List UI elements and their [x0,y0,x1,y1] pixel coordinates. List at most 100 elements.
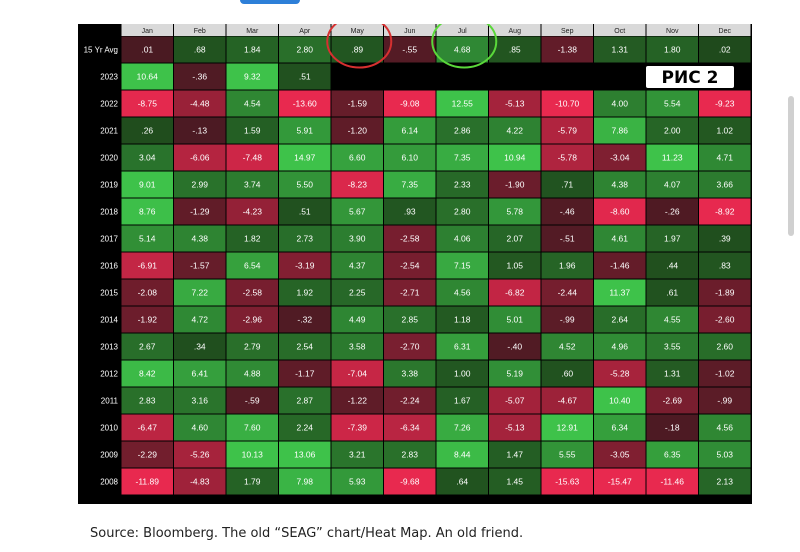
cell-value: 2.60 [716,342,733,352]
heatmap-cell [489,279,541,306]
column-header-feb: Feb [194,28,206,35]
heatmap-cell [226,252,278,279]
cell-value: .61 [666,288,678,298]
cell-value: -8.92 [715,207,735,217]
cell-value: 4.49 [349,315,366,325]
heatmap-cell [279,360,331,387]
heatmap-cell [436,468,488,495]
heatmap-cell [489,117,541,144]
cell-value: 1.59 [244,126,261,136]
heatmap-cell [646,306,698,333]
heatmap-cell [226,36,278,63]
cell-value: -.32 [297,315,312,325]
cell-value: 13.06 [294,450,316,460]
cell-value: -3.19 [295,261,315,271]
heatmap-cell [279,90,331,117]
heatmap-cell [436,279,488,306]
heatmap-cell [174,360,226,387]
heatmap-cell [594,333,646,360]
row-label: 2013 [100,343,118,352]
heatmap-cell [699,117,751,144]
heatmap-cell [594,198,646,225]
column-header-aug: Aug [509,28,522,35]
heatmap-cell [384,198,436,225]
cell-value: 3.55 [664,342,681,352]
heatmap-cell [174,252,226,279]
cell-value: 1.84 [244,45,261,55]
cell-value: .01 [141,45,153,55]
cell-value: -4.23 [243,207,263,217]
heatmap-cell [331,90,383,117]
cell-value: -2.69 [663,396,683,406]
heatmap-cell [436,252,488,279]
cell-value: -1.92 [138,315,158,325]
heatmap-cell [646,198,698,225]
heatmap-cell [489,414,541,441]
heatmap-cell [121,333,173,360]
heatmap-cell [121,468,173,495]
heatmap-cell [174,144,226,171]
cell-value: 2.07 [506,234,523,244]
heatmap-cell [279,333,331,360]
heatmap-cell [384,225,436,252]
cell-value: -3.04 [610,153,630,163]
cell-value: 1.31 [664,369,681,379]
column-header-apr: Apr [299,28,311,35]
heatmap-cell [646,360,698,387]
scrollbar-thumb[interactable] [788,96,794,236]
cell-value: -.99 [560,315,575,325]
cell-value: 4.60 [191,423,208,433]
cell-value: 5.50 [296,180,313,190]
heatmap-cell [489,252,541,279]
column-header-may: May [351,28,365,35]
highlight-circle-jul [431,24,498,69]
heatmap-cell [541,333,593,360]
heatmap-cell [594,441,646,468]
cell-value: 2.83 [139,396,156,406]
cell-value: -5.28 [610,369,630,379]
cell-value: -2.70 [400,342,420,352]
cell-value: -1.59 [348,99,368,109]
cell-value: 14.97 [294,153,316,163]
heatmap-cell [594,63,646,90]
column-header-bg [541,24,593,36]
cell-value: -15.63 [555,477,579,487]
cell-value: -2.58 [400,234,420,244]
cell-value: -5.13 [505,423,525,433]
cell-value: 3.74 [244,180,261,190]
cell-value: 10.64 [137,72,159,82]
heatmap-cell [489,333,541,360]
cell-value: 6.14 [401,126,418,136]
cell-value: 4.38 [611,180,628,190]
cell-value: 4.56 [454,288,471,298]
cell-value: 3.58 [349,342,366,352]
row-label: 15 Yr Avg [84,46,118,55]
heatmap-cell [646,279,698,306]
heatmap-cell [541,279,593,306]
heatmap-cell [174,225,226,252]
column-header-nov: Nov [666,28,679,35]
cell-value: .93 [404,207,416,217]
heatmap-cell [226,360,278,387]
heatmap-cell [489,441,541,468]
cell-value: -5.78 [558,153,578,163]
cell-value: 8.76 [139,207,156,217]
column-header-dec: Dec [719,28,732,35]
cell-value: 2.80 [454,207,471,217]
heatmap-cell [121,63,173,90]
cell-value: 3.66 [716,180,733,190]
heatmap-cell [699,36,751,63]
cell-value: -.26 [665,207,680,217]
heatmap-cell [174,63,226,90]
column-header-bg [594,24,646,36]
heatmap-cell [121,144,173,171]
heatmap-cell [121,198,173,225]
heatmap-cell [489,171,541,198]
cell-value: 2.24 [296,423,313,433]
cell-value: -.55 [402,45,417,55]
cell-value: 2.13 [716,477,733,487]
cell-value: -.46 [560,207,575,217]
cell-value: 5.55 [559,450,576,460]
cell-value: 5.78 [506,207,523,217]
heatmap-cell [226,90,278,117]
